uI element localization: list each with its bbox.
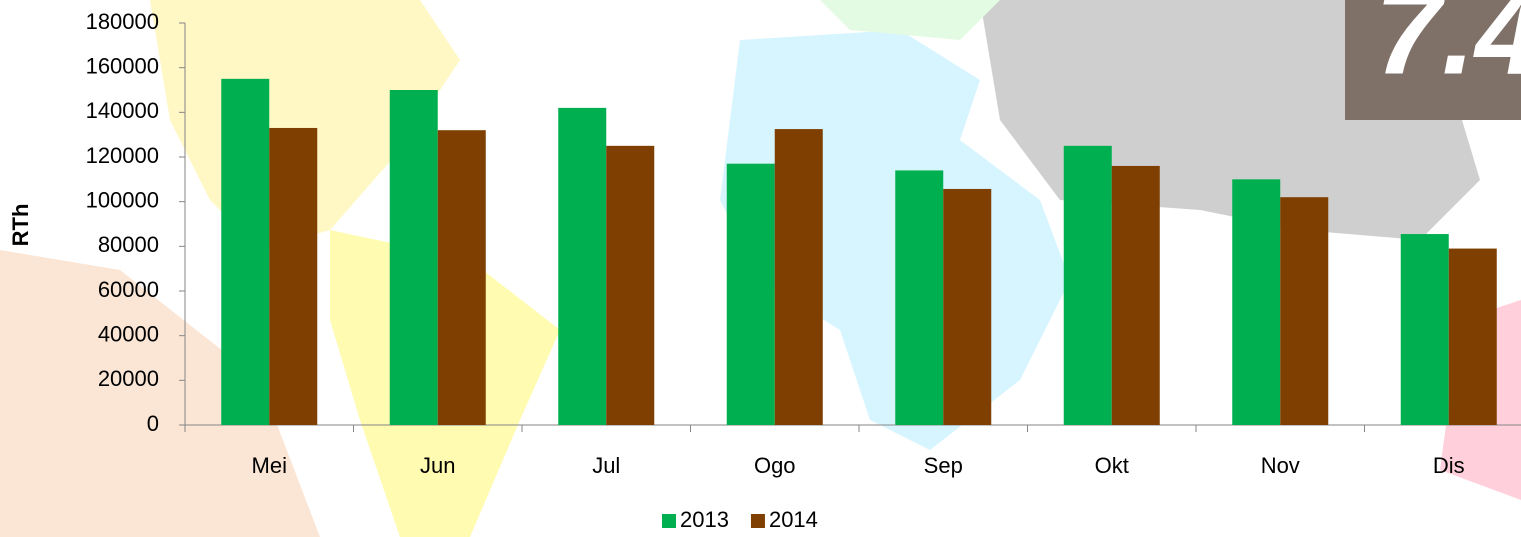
x-tick-label: Nov	[1261, 453, 1300, 478]
y-tick-label: 160000	[86, 53, 159, 78]
legend-swatch	[662, 514, 676, 528]
bar	[726, 163, 775, 425]
bar	[269, 127, 318, 425]
y-tick-label: 180000	[86, 9, 159, 34]
y-tick-label: 40000	[98, 321, 159, 346]
bar	[1280, 197, 1329, 425]
bar	[437, 130, 486, 425]
x-tick-label: Dis	[1433, 453, 1465, 478]
bar	[606, 145, 655, 426]
legend-label: 2014	[769, 507, 818, 532]
bar	[943, 188, 992, 425]
badge-text: 7.4	[1375, 0, 1521, 100]
y-axis-label: RTh	[8, 204, 33, 247]
x-tick-label: Ogo	[754, 453, 796, 478]
y-tick-label: 140000	[86, 98, 159, 123]
bar	[389, 90, 438, 425]
x-tick-label: Jul	[592, 453, 620, 478]
bar	[558, 107, 607, 425]
legend-label: 2013	[680, 507, 729, 532]
x-tick-label: Mei	[252, 453, 287, 478]
y-tick-label: 80000	[98, 232, 159, 257]
bar	[1063, 145, 1112, 426]
bar	[774, 129, 823, 426]
y-tick-label: 120000	[86, 143, 159, 168]
bar	[221, 78, 270, 425]
x-tick-label: Jun	[420, 453, 455, 478]
legend-swatch	[750, 514, 765, 528]
bar	[895, 170, 944, 425]
bar	[1448, 248, 1497, 425]
y-tick-label: 100000	[86, 187, 159, 212]
bar	[1400, 234, 1449, 425]
bar	[1111, 165, 1160, 425]
bar	[1232, 179, 1281, 425]
x-tick-label: Okt	[1095, 453, 1129, 478]
y-tick-label: 0	[147, 411, 159, 436]
x-tick-label: Sep	[924, 453, 963, 478]
y-tick-label: 60000	[98, 277, 159, 302]
y-tick-label: 20000	[98, 366, 159, 391]
